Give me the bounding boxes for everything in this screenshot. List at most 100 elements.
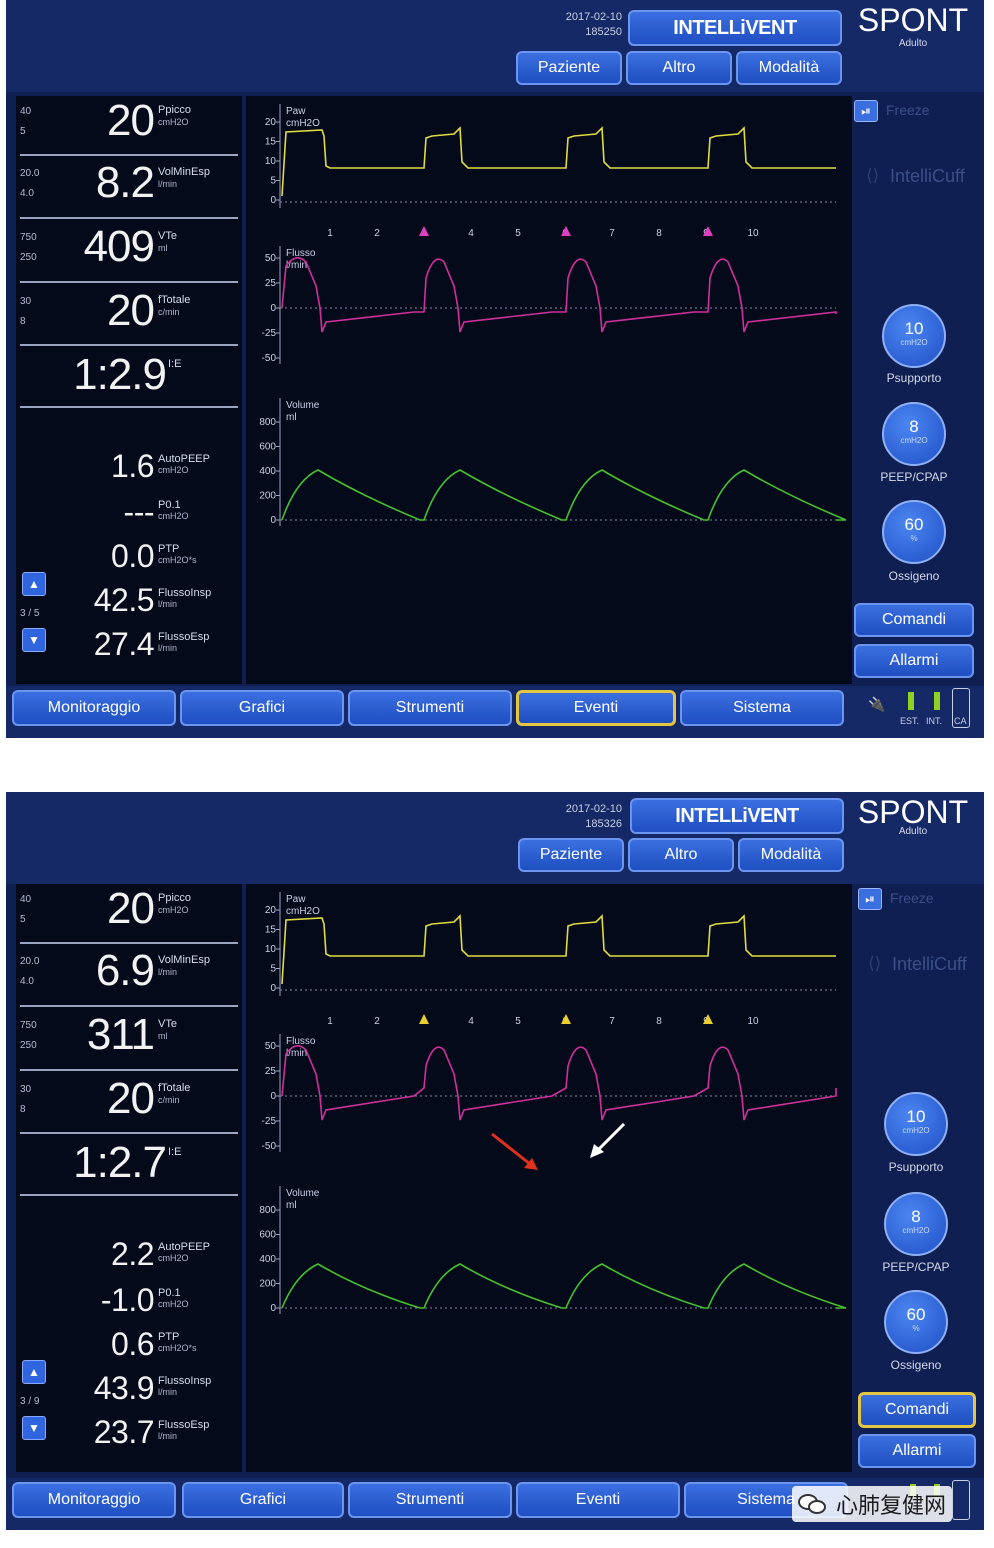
tab-paziente[interactable]: Paziente (518, 838, 624, 872)
volume-title: Volume (286, 1188, 320, 1199)
psupport-label: Psupporto (886, 371, 942, 385)
paw-tick-label: 10 (265, 944, 277, 955)
freeze-label: Freeze (890, 890, 934, 906)
divider (20, 281, 238, 283)
allarmi-button[interactable]: Allarmi (854, 644, 974, 678)
flow-tick-label: -50 (262, 353, 277, 364)
param-value: 20 (107, 286, 155, 335)
secondary-value: 0.0 (111, 538, 154, 574)
secondary-row: 43.9 FlussoInsp l/min (16, 1370, 242, 1410)
tab-modalita[interactable]: Modalità (736, 51, 842, 85)
tab-grafici[interactable]: Grafici (180, 690, 344, 726)
tab-strumenti[interactable]: Strumenti (348, 1482, 512, 1518)
tab-eventi[interactable]: Eventi (516, 1482, 680, 1518)
tab-sistema[interactable]: Sistema (680, 690, 844, 726)
param-row[interactable]: 30 8 20 fTotale c/min (16, 286, 242, 346)
flow-tick-label: 25 (265, 278, 277, 289)
secondary-value: 2.2 (111, 1236, 154, 1272)
param-row[interactable]: 40 5 20 Ppicco cmH2O (16, 884, 242, 944)
paw-tick-label: 20 (265, 905, 277, 916)
waveform-svg: PawcmH2O20151050Flussol/min50250-25-50Vo… (259, 104, 847, 526)
timestamp-time: 185250 (585, 26, 622, 38)
page-up-button[interactable]: ▲ (22, 572, 46, 596)
intellivent-button[interactable]: INTELLiVENT (628, 10, 842, 46)
oxygen-knob[interactable]: 60% (884, 1290, 948, 1354)
tab-monitoraggio[interactable]: Monitoraggio (12, 1482, 176, 1518)
tab-eventi[interactable]: Eventi (516, 690, 676, 726)
freeze-button[interactable]: ⏯ (854, 100, 878, 122)
tab-paziente[interactable]: Paziente (516, 51, 622, 85)
divider (20, 154, 238, 156)
tab-modalita[interactable]: Modalità (738, 838, 844, 872)
comandi-button[interactable]: Comandi (854, 603, 974, 637)
freeze-button[interactable]: ⏯ (858, 888, 882, 910)
psupport-knob[interactable]: 10 cmH2O (882, 304, 946, 368)
param-row[interactable]: 20.0 4.0 6.9 VolMinEsp l/min (16, 946, 242, 1006)
mode-label: SPONT (857, 794, 969, 830)
param-limits: 20.0 4.0 (20, 168, 40, 199)
time-tick-label: 10 (747, 1016, 759, 1027)
volume-tick-label: 0 (270, 515, 276, 526)
flow-unit: l/min (286, 260, 307, 271)
param-label: fTotale c/min (158, 1082, 191, 1105)
param-label: I:E (168, 1146, 182, 1158)
white-arrow (596, 1122, 626, 1152)
flow-tick-label: 25 (265, 1066, 277, 1077)
param-row[interactable]: 30 8 20 fTotale c/min (16, 1074, 242, 1134)
trigger-marker (419, 226, 429, 236)
battery-est-icon (908, 692, 914, 710)
flow-tick-label: -25 (262, 1116, 277, 1127)
param-row[interactable]: 40 5 20 Ppicco cmH2O (16, 96, 242, 156)
tab-grafici[interactable]: Grafici (182, 1482, 344, 1518)
int-label: INT. (926, 716, 943, 726)
param-row[interactable]: 20.0 4.0 8.2 VolMinEsp l/min (16, 158, 242, 218)
peep-knob[interactable]: 8 cmH2O (884, 1192, 948, 1256)
intellicuff-icon: ⟨⟩ (868, 954, 882, 973)
time-tick-label: 5 (515, 228, 521, 239)
intellicuff-label: IntelliCuff (890, 166, 965, 186)
paw-tick-label: 0 (270, 195, 276, 206)
timestamp-time: 185326 (585, 818, 622, 830)
peep-knob[interactable]: 8 cmH2O (882, 402, 946, 466)
oxygen-knob[interactable]: 60% (882, 500, 946, 564)
watermark: 心肺复健网 (792, 1486, 953, 1522)
tab-strumenti[interactable]: Strumenti (348, 690, 512, 726)
bottom-bar: Monitoraggio Grafici Strumenti Eventi Si… (6, 686, 984, 738)
mode-sub-label: Adulto (898, 826, 928, 837)
page-up-button[interactable]: ▲ (22, 1360, 46, 1384)
secondary-value: 0.6 (111, 1326, 154, 1362)
psupport-knob[interactable]: 10 cmH2O (884, 1092, 948, 1156)
header-bar: 2017-02-10 185326 INTELLiVENT Paziente A… (6, 792, 984, 884)
tab-monitoraggio[interactable]: Monitoraggio (12, 690, 176, 726)
secondary-label: AutoPEEP cmH2O (158, 1241, 210, 1264)
page-down-button[interactable]: ▼ (22, 1416, 46, 1440)
volume-tick-label: 200 (259, 491, 276, 502)
allarmi-button[interactable]: Allarmi (858, 1434, 976, 1468)
param-row[interactable]: 1:2.7 I:E (16, 1138, 242, 1198)
secondary-row: 0.0 PTP cmH2O*s (16, 538, 242, 578)
paw-unit: cmH2O (286, 906, 320, 917)
volume-tick-label: 400 (259, 1254, 276, 1265)
param-row[interactable]: 750 250 409 VTe ml (16, 222, 242, 282)
tab-altro[interactable]: Altro (626, 51, 732, 85)
secondary-label: FlussoInsp l/min (158, 1375, 212, 1398)
secondary-row: 23.7 FlussoEsp l/min (16, 1414, 242, 1454)
intellivent-button[interactable]: INTELLiVENT (630, 798, 844, 834)
volume-unit: ml (286, 412, 297, 423)
flow-unit: l/min (286, 1048, 307, 1059)
timestamp-date: 2017-02-10 (565, 11, 622, 23)
waveform-svg: PawcmH2O20151050Flussol/min50250-25-50Vo… (259, 892, 847, 1314)
trigger-marker (561, 1014, 571, 1024)
param-row[interactable]: 750 250 311 VTe ml (16, 1010, 242, 1070)
trigger-marker (703, 1014, 713, 1024)
param-row[interactable]: 1:2.9 I:E (16, 350, 242, 410)
time-tick-label: 2 (374, 228, 380, 239)
wechat-icon (798, 1492, 828, 1516)
secondary-label: FlussoInsp l/min (158, 587, 212, 610)
secondary-row: --- P0.1 cmH2O (16, 494, 242, 534)
secondary-value: -1.0 (100, 1282, 155, 1318)
comandi-button[interactable]: Comandi (858, 1392, 976, 1428)
tab-altro[interactable]: Altro (628, 838, 734, 872)
red-arrow (491, 1132, 531, 1166)
page-down-button[interactable]: ▼ (22, 628, 46, 652)
